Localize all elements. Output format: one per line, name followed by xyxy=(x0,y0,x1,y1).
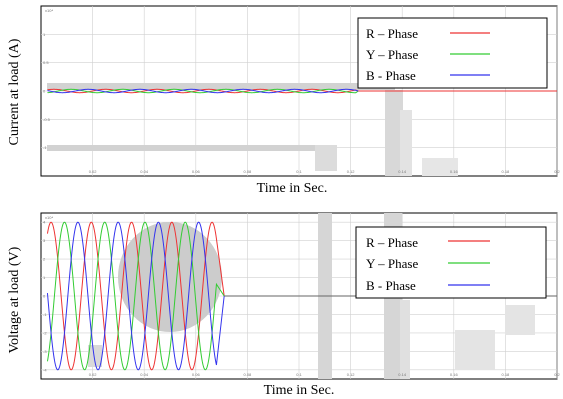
current-y-axis-label: Current at load (A) xyxy=(7,38,22,145)
voltage-x-tick-label: 0.2 xyxy=(554,372,560,377)
current-x-tick-label: 0.16 xyxy=(450,169,459,174)
voltage-legend-label-y: Y – Phase xyxy=(366,256,418,271)
voltage-legend-label-r: R – Phase xyxy=(366,235,418,250)
voltage-x-tick-label: 0.04 xyxy=(140,372,149,377)
current-x-axis-label: Time in Sec. xyxy=(257,181,328,196)
artifact-block xyxy=(505,305,535,335)
current-y-tick-label: -1 xyxy=(43,145,47,150)
current-series-b-line xyxy=(47,88,359,94)
current-x-tick-label: 0.18 xyxy=(502,169,511,174)
current-panel: 0.02 0.04 0.06 0.08 0.1 0.12 0.14 0.16 0.18 0.2 1 0… xyxy=(7,5,561,196)
current-image-artifacts xyxy=(47,83,458,176)
artifact-block xyxy=(315,145,337,171)
voltage-x-tick-label: 0.02 xyxy=(89,372,98,377)
voltage-x-tick-label: 0.18 xyxy=(502,372,511,377)
artifact-block xyxy=(455,330,495,370)
artifact-block xyxy=(400,300,410,379)
artifact-block xyxy=(422,158,458,176)
current-x-tick-label: 0.08 xyxy=(244,169,253,174)
current-x-tick-label: 0.14 xyxy=(398,169,407,174)
voltage-legend-label-b: B - Phase xyxy=(366,278,416,293)
current-legend-label-r: R – Phase xyxy=(366,26,418,41)
artifact-band xyxy=(47,83,395,90)
voltage-y-tick-label: 0 xyxy=(43,294,46,299)
voltage-y-tick-label: -1 xyxy=(43,312,47,317)
voltage-exponent-label: x10⁴ xyxy=(45,215,53,220)
artifact-block xyxy=(385,90,403,176)
artifact-block xyxy=(400,110,412,176)
voltage-x-tick-label: 0.06 xyxy=(192,372,201,377)
voltage-x-tick-label: 0.16 xyxy=(450,372,459,377)
current-legend-label-y: Y – Phase xyxy=(366,47,418,62)
voltage-y-tick-label: 4 xyxy=(43,220,46,225)
artifact-band xyxy=(47,145,317,151)
voltage-series-b-line xyxy=(46,221,225,371)
current-x-tick-label: 0.06 xyxy=(192,169,201,174)
voltage-x-tick-label: 0.14 xyxy=(398,372,407,377)
voltage-panel: 0.02 0.04 0.06 0.08 0.1 0.12 0.14 0.16 0.18 0.2 4 3… xyxy=(7,212,561,398)
current-legend: R – Phase Y – Phase B - Phase xyxy=(357,17,548,89)
current-y-tick-label: -0.5 xyxy=(43,117,51,122)
voltage-y-tick-label: 1 xyxy=(43,275,46,280)
current-x-tick-label: 0.02 xyxy=(89,169,98,174)
current-x-tick-label: 0.04 xyxy=(140,169,149,174)
current-series-r-line xyxy=(47,88,359,94)
current-y-tick-label: 1 xyxy=(43,32,46,37)
voltage-x-axis-label: Time in Sec. xyxy=(264,383,335,398)
current-series-y-line xyxy=(47,88,359,94)
voltage-series-y-line xyxy=(46,221,225,371)
voltage-x-tick-label: 0.12 xyxy=(347,372,356,377)
voltage-y-tick-label: 2 xyxy=(43,257,46,262)
current-y-tick-label: 0.5 xyxy=(43,60,49,65)
voltage-y-tick-label: 3 xyxy=(43,238,46,243)
current-exponent-label: x10⁴ xyxy=(45,8,53,13)
voltage-legend: R – Phase Y – Phase B - Phase xyxy=(355,226,547,299)
voltage-y-axis-label: Voltage at load (V) xyxy=(7,246,22,353)
voltage-y-tick-label: -4 xyxy=(43,367,47,372)
current-legend-label-b: B - Phase xyxy=(366,68,416,83)
voltage-y-tick-label: -2 xyxy=(43,330,47,335)
current-x-tick-label: 0.1 xyxy=(296,169,302,174)
voltage-x-tick-label: 0.08 xyxy=(244,372,253,377)
current-legend-box xyxy=(357,17,548,89)
voltage-x-tick-label: 0.1 xyxy=(296,372,302,377)
voltage-y-tick-label: -3 xyxy=(43,349,47,354)
voltage-series-r-line xyxy=(46,221,225,371)
artifact-block xyxy=(88,345,102,367)
current-x-tick-label: 0.12 xyxy=(347,169,356,174)
current-x-tick-label: 0.2 xyxy=(554,169,560,174)
current-y-tick-label: 0 xyxy=(43,89,46,94)
